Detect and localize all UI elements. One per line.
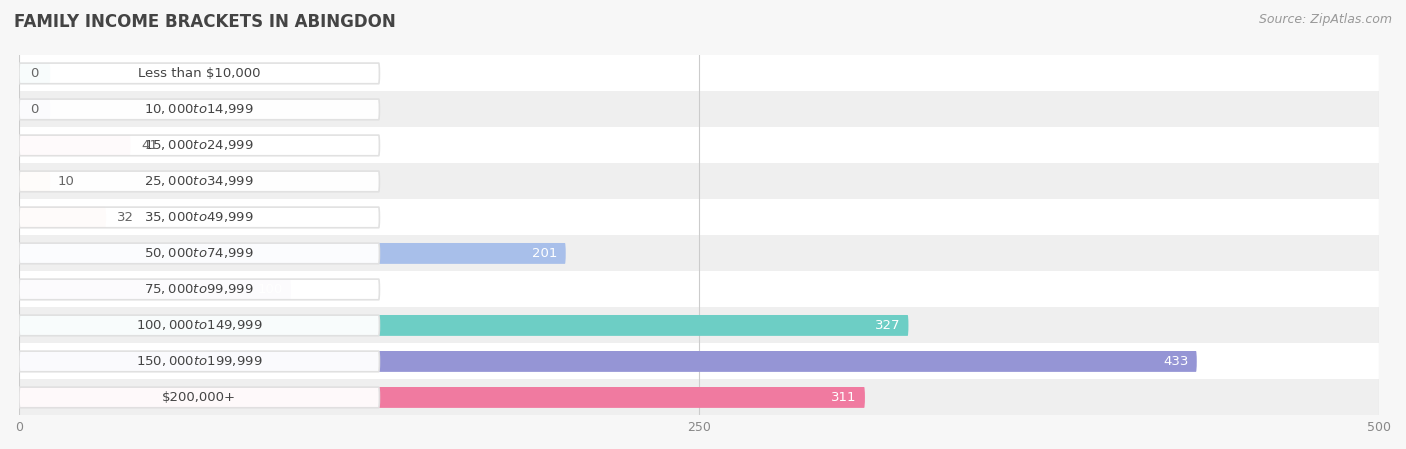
- Text: $25,000 to $34,999: $25,000 to $34,999: [145, 174, 254, 189]
- Text: $100,000 to $149,999: $100,000 to $149,999: [136, 318, 263, 332]
- Bar: [20, 163, 1379, 199]
- Text: 201: 201: [533, 247, 558, 260]
- Text: 433: 433: [1163, 355, 1188, 368]
- FancyBboxPatch shape: [20, 99, 380, 120]
- FancyBboxPatch shape: [20, 243, 565, 264]
- FancyBboxPatch shape: [20, 135, 380, 156]
- Bar: [20, 199, 1379, 235]
- Text: Less than $10,000: Less than $10,000: [138, 67, 260, 80]
- Text: 10: 10: [58, 175, 75, 188]
- FancyBboxPatch shape: [20, 351, 380, 372]
- Text: 41: 41: [142, 139, 159, 152]
- FancyBboxPatch shape: [20, 315, 380, 336]
- FancyBboxPatch shape: [20, 315, 908, 336]
- FancyBboxPatch shape: [20, 243, 380, 264]
- Bar: [20, 55, 1379, 92]
- FancyBboxPatch shape: [20, 171, 380, 192]
- FancyBboxPatch shape: [20, 63, 380, 84]
- Text: 327: 327: [875, 319, 900, 332]
- Bar: [20, 235, 1379, 272]
- Bar: [20, 128, 1379, 163]
- FancyBboxPatch shape: [20, 207, 105, 228]
- Bar: [20, 379, 1379, 415]
- FancyBboxPatch shape: [20, 387, 865, 408]
- Text: 100: 100: [257, 283, 283, 296]
- Text: Source: ZipAtlas.com: Source: ZipAtlas.com: [1258, 13, 1392, 26]
- Text: 0: 0: [30, 103, 38, 116]
- FancyBboxPatch shape: [20, 351, 1197, 372]
- FancyBboxPatch shape: [20, 171, 51, 192]
- Bar: [20, 343, 1379, 379]
- Bar: [20, 92, 1379, 128]
- Text: $50,000 to $74,999: $50,000 to $74,999: [145, 247, 254, 260]
- FancyBboxPatch shape: [20, 279, 291, 300]
- Bar: [20, 308, 1379, 343]
- Bar: [20, 272, 1379, 308]
- Text: $35,000 to $49,999: $35,000 to $49,999: [145, 211, 254, 224]
- Text: FAMILY INCOME BRACKETS IN ABINGDON: FAMILY INCOME BRACKETS IN ABINGDON: [14, 13, 396, 31]
- Text: $200,000+: $200,000+: [162, 391, 236, 404]
- Text: $150,000 to $199,999: $150,000 to $199,999: [136, 354, 263, 369]
- Text: 0: 0: [30, 67, 38, 80]
- FancyBboxPatch shape: [20, 279, 380, 300]
- FancyBboxPatch shape: [20, 207, 380, 228]
- FancyBboxPatch shape: [20, 63, 51, 84]
- Text: $75,000 to $99,999: $75,000 to $99,999: [145, 282, 254, 296]
- FancyBboxPatch shape: [20, 99, 51, 120]
- Text: $15,000 to $24,999: $15,000 to $24,999: [145, 138, 254, 152]
- Text: 311: 311: [831, 391, 856, 404]
- Text: 32: 32: [117, 211, 134, 224]
- Text: $10,000 to $14,999: $10,000 to $14,999: [145, 102, 254, 116]
- FancyBboxPatch shape: [20, 387, 380, 408]
- FancyBboxPatch shape: [20, 135, 131, 156]
